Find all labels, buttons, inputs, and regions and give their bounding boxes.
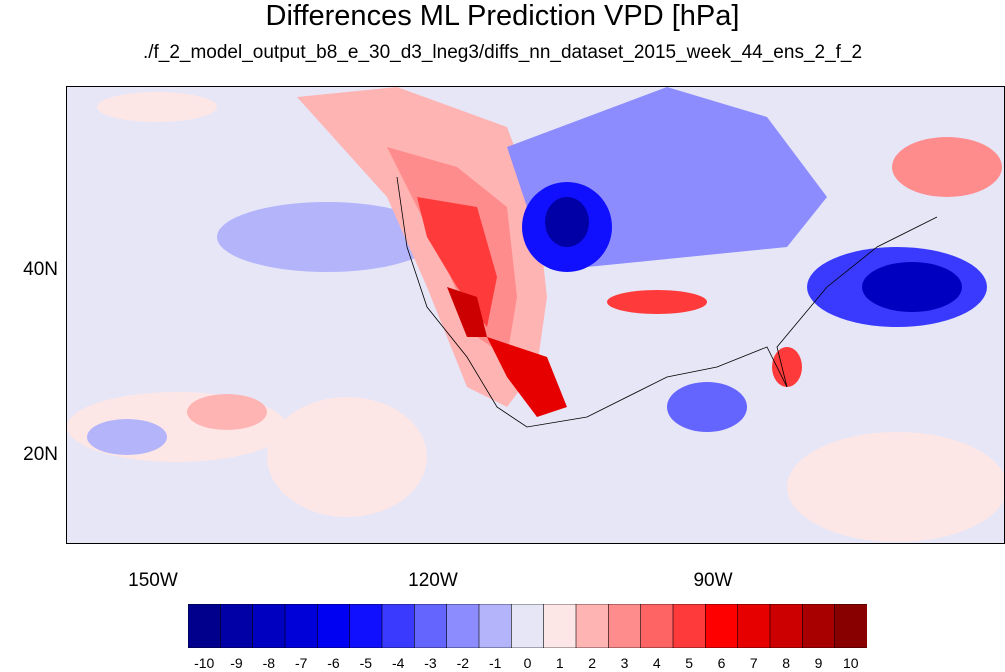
pacific-positive-patch	[267, 397, 427, 517]
colorbar-tick-label: 2	[588, 655, 597, 671]
atlantic-negative-core	[862, 262, 962, 312]
colorbar-swatch	[381, 604, 416, 648]
colorbar-swatch	[414, 604, 448, 648]
caribbean-positive-patch	[787, 432, 1004, 542]
colorbar-tick-label: 5	[685, 655, 694, 671]
colorbar-tick-label: -6	[327, 655, 340, 671]
colorbar-tick-label: -3	[424, 655, 437, 671]
colorbar-swatch	[769, 604, 804, 648]
florida-positive-patch	[772, 347, 802, 387]
colorbar-tick-label: 9	[814, 655, 823, 671]
colorbar-swatch	[317, 604, 351, 648]
alaska-positive-patch	[97, 92, 217, 122]
colorbar-swatch	[575, 604, 610, 648]
colorbar-swatch	[705, 604, 739, 648]
colorbar-tick-label: 3	[620, 655, 629, 671]
hawaii-negative-patch	[87, 419, 167, 455]
pacific-negative-patch	[217, 202, 437, 272]
colorbar-tick-label: -9	[230, 655, 243, 671]
colorbar-swatch	[284, 604, 319, 648]
colorbar-swatch	[543, 604, 577, 648]
colorbar-swatch	[802, 604, 836, 648]
colorbar-tick-label: -2	[456, 655, 470, 671]
colorbar-swatch	[672, 604, 707, 648]
lon-label-150w: 150W	[128, 570, 178, 591]
california-positive-core	[447, 287, 487, 337]
lon-label-120w: 120W	[408, 570, 458, 591]
lat-label-20n: 20N	[23, 444, 58, 465]
baja-positive-core	[487, 337, 567, 417]
colorbar-swatch	[608, 604, 642, 648]
lon-label-90w: 90W	[693, 570, 733, 591]
colorbar-swatch	[640, 604, 674, 648]
colorbar-swatch	[446, 604, 480, 648]
west-positive-strong	[417, 197, 497, 327]
map-title: Differences ML Prediction VPD [hPa]	[265, 0, 740, 32]
colorbar-swatch	[188, 604, 222, 648]
colorbar-swatch	[478, 604, 513, 648]
colorbar-tick-label: 4	[652, 655, 661, 671]
colorbar-tick-label: 6	[717, 655, 726, 671]
colorbar-tick-label: 7	[749, 655, 758, 671]
colorbar-tick-label: -8	[262, 655, 276, 671]
canada-east-positive-patch	[892, 137, 1002, 197]
colorbar-swatch	[834, 604, 867, 648]
rockies-negative-center	[545, 197, 589, 247]
coastline	[396, 176, 938, 428]
colorbar-tick-label: -4	[391, 655, 405, 671]
colorbar-tick-label: -10	[194, 655, 215, 671]
plains-positive-strip	[607, 290, 707, 314]
colorbar-tick-label: -1	[488, 655, 502, 671]
lat-label-40n: 40N	[23, 259, 58, 280]
colorbar	[188, 604, 867, 648]
colorbar-tick-label: -7	[294, 655, 308, 671]
map-plot-area	[66, 86, 1005, 544]
colorbar-tick-label: 10	[843, 655, 859, 671]
colorbar-swatch	[220, 604, 254, 648]
colorbar-swatch	[252, 604, 286, 648]
colorbar-swatch	[737, 604, 771, 648]
colorbar-tick-label: 1	[555, 655, 564, 671]
colorbar-tick-label: 0	[523, 655, 532, 671]
gulf-negative-patch	[667, 382, 747, 432]
pacific-positive-core	[187, 394, 267, 430]
colorbar-swatch	[511, 604, 545, 648]
colorbar-tick-label: 8	[782, 655, 791, 671]
colorbar-tick-label: -5	[359, 655, 373, 671]
map-subtitle: ./f_2_model_output_b8_e_30_d3_lneg3/diff…	[142, 42, 863, 63]
colorbar-swatch	[349, 604, 383, 648]
vpd-difference-field	[67, 87, 1004, 543]
